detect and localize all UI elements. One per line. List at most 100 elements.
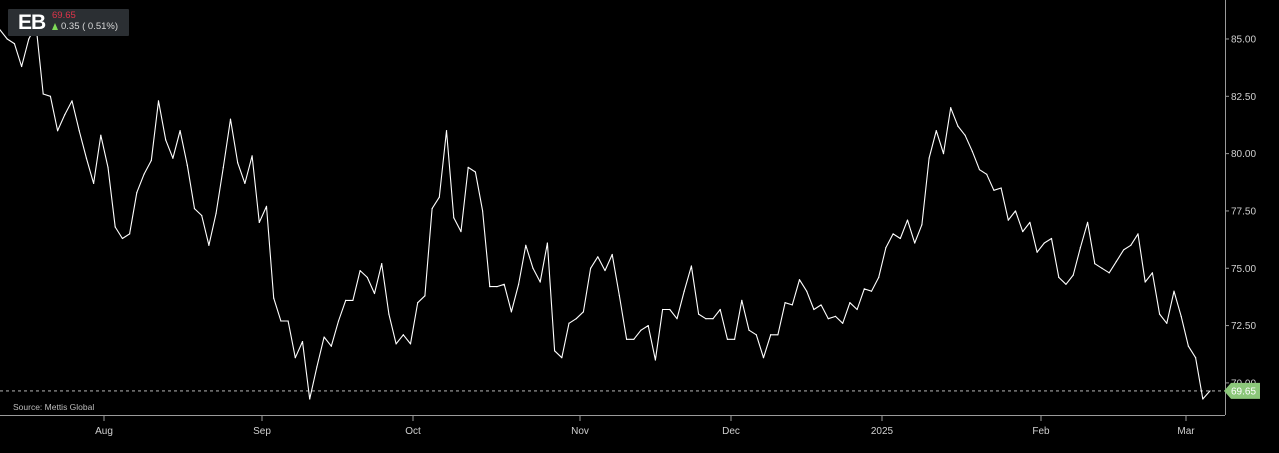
data-point — [1022, 230, 1024, 233]
data-point — [287, 320, 289, 322]
data-point — [525, 244, 527, 246]
data-point — [510, 311, 512, 313]
data-point — [935, 130, 937, 132]
source-label: Source: Mettis Global — [13, 402, 95, 412]
data-point — [885, 247, 887, 249]
data-point — [107, 166, 109, 168]
data-point — [57, 130, 59, 132]
last-value-label: 69.65 — [1231, 386, 1256, 397]
data-point — [489, 286, 491, 288]
data-point — [892, 233, 894, 235]
data-point — [453, 217, 455, 219]
data-point — [1194, 357, 1197, 359]
data-point — [834, 315, 837, 318]
ticker-box: EB 69.65 0.35 ( 0.51%) — [8, 9, 129, 36]
data-point — [986, 173, 988, 175]
data-point — [157, 100, 160, 102]
data-point — [1151, 272, 1153, 274]
data-point — [719, 308, 721, 311]
data-point — [942, 153, 945, 155]
data-point — [806, 290, 808, 292]
data-point — [1115, 260, 1117, 262]
data-point — [669, 308, 671, 311]
data-point — [42, 93, 44, 95]
data-point — [698, 313, 700, 315]
y-tick-label: 82.50 — [1231, 92, 1256, 103]
data-point — [0, 29, 1, 31]
x-tick-label: Aug — [95, 426, 113, 437]
data-point — [64, 114, 66, 116]
x-tick-label: Nov — [571, 426, 589, 437]
data-point — [863, 288, 865, 290]
data-point — [1108, 272, 1110, 274]
data-point — [352, 299, 354, 301]
data-point — [575, 318, 577, 320]
data-point — [1180, 315, 1182, 318]
data-point — [1101, 267, 1103, 269]
x-tick-label: Mar — [1177, 426, 1195, 437]
data-point — [734, 338, 736, 340]
data-point — [762, 357, 765, 359]
data-point — [878, 276, 880, 279]
data-point — [165, 139, 167, 141]
data-point — [129, 233, 131, 235]
data-point — [150, 159, 152, 162]
data-point — [726, 338, 729, 340]
x-axis-ticks: Aug Sep Oct Nov Dec 2025 Feb Mar — [95, 415, 1195, 437]
data-point — [71, 100, 73, 102]
data-point — [820, 304, 822, 306]
data-point — [1094, 263, 1096, 265]
data-point — [712, 318, 714, 320]
data-point — [582, 311, 584, 313]
data-point — [1086, 221, 1089, 224]
data-point — [928, 157, 930, 159]
y-tick-label: 75.00 — [1231, 264, 1256, 275]
data-point — [784, 302, 786, 304]
data-point — [921, 224, 923, 226]
data-point — [964, 134, 966, 136]
data-point — [388, 313, 390, 315]
data-point — [1065, 283, 1067, 285]
data-point — [323, 336, 325, 338]
data-point — [914, 242, 916, 244]
data-point — [49, 95, 52, 97]
data-point — [301, 341, 304, 343]
data-point — [136, 191, 138, 194]
data-point — [431, 208, 433, 210]
data-point — [273, 297, 275, 299]
data-point — [280, 320, 282, 322]
data-point — [222, 166, 224, 168]
data-point — [1144, 281, 1146, 283]
data-point — [849, 302, 851, 304]
data-point — [13, 42, 16, 45]
data-point — [78, 130, 80, 132]
data-point — [568, 322, 570, 324]
data-point — [705, 318, 707, 320]
series-line — [0, 24, 1211, 400]
data-point — [1137, 233, 1139, 235]
data-point — [265, 205, 268, 207]
data-point — [366, 276, 368, 279]
data-point — [143, 173, 145, 175]
data-point — [553, 350, 556, 352]
y-tick-label: 85.00 — [1231, 34, 1256, 45]
data-point — [316, 366, 318, 368]
data-point — [798, 279, 801, 281]
data-point — [481, 210, 484, 212]
data-point — [899, 237, 901, 240]
data-point — [208, 244, 210, 246]
data-point — [683, 290, 685, 292]
data-point — [438, 196, 440, 198]
data-point — [906, 219, 909, 221]
data-point — [611, 253, 613, 256]
data-point — [201, 214, 203, 217]
data-point — [1173, 290, 1175, 292]
data-point — [258, 221, 260, 224]
data-point — [813, 308, 815, 311]
data-point — [1000, 187, 1002, 189]
data-point — [1209, 390, 1211, 392]
data-point — [100, 134, 102, 136]
data-point — [1122, 249, 1125, 251]
data-point — [1158, 313, 1161, 315]
data-point — [1166, 322, 1168, 324]
